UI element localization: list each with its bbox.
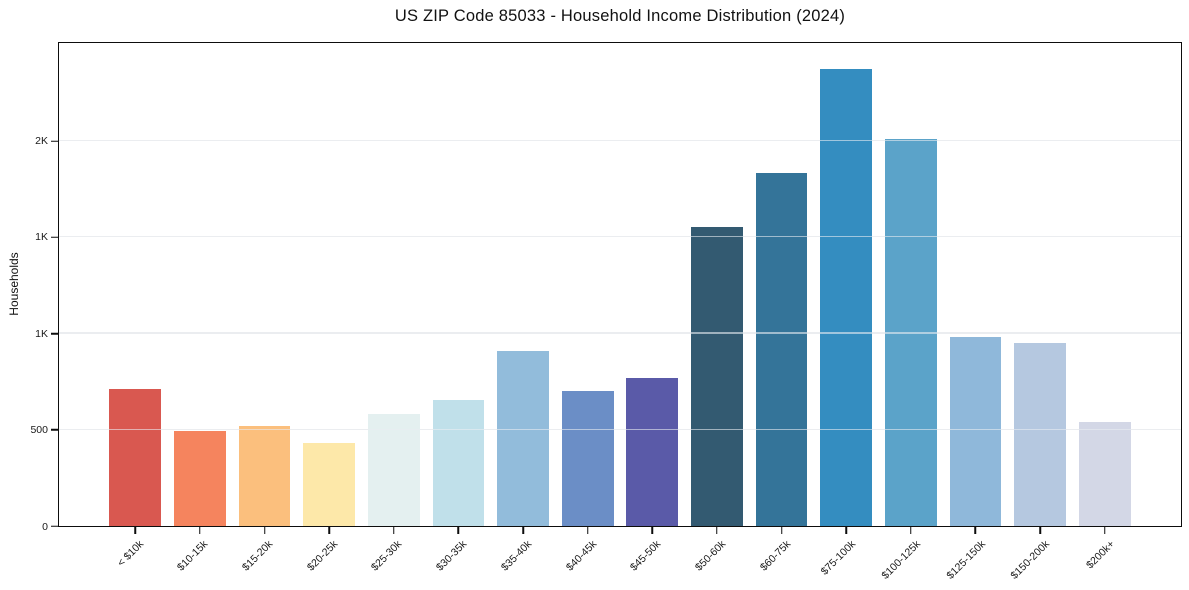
y-tick-label: 1K	[35, 327, 48, 340]
y-tick-mark	[50, 236, 58, 239]
x-tick-label: $25-30k	[369, 538, 405, 574]
x-tick-label: $15-20k	[239, 538, 276, 574]
x-label-slot: $125-150k	[944, 529, 1009, 589]
bar	[626, 377, 679, 526]
bar	[691, 226, 743, 526]
bar-slot	[814, 43, 879, 534]
x-tick-mark	[780, 527, 783, 534]
x-label-slot: < $10k	[102, 529, 167, 589]
bars-container	[59, 43, 1181, 534]
bar-slot	[685, 43, 750, 534]
x-label-slot: $100-125k	[879, 529, 944, 589]
bar	[303, 443, 356, 526]
x-tick-mark	[716, 527, 718, 534]
bar	[949, 337, 1002, 526]
bar	[820, 68, 873, 526]
x-tick-mark	[1039, 527, 1041, 534]
x-tick-mark	[263, 527, 266, 534]
x-tick-mark	[199, 527, 201, 534]
bar	[109, 389, 162, 526]
chart-title: US ZIP Code 85033 - Household Income Dis…	[394, 7, 846, 25]
x-tick-label: $50-60k	[693, 538, 729, 574]
x-label-slot: $25-30k	[361, 529, 426, 589]
x-tick-mark	[393, 527, 395, 534]
y-tick-label: 1K	[35, 231, 48, 244]
x-tick-label: $40-45k	[563, 538, 599, 574]
y-tick-mark	[50, 429, 58, 431]
x-tick-label: $10-15k	[175, 538, 211, 574]
x-tick-labels: < $10k $10-15k $15-20k $20-25k $25-30k $30-35…	[58, 529, 1182, 589]
bar	[238, 425, 291, 526]
y-tick-label: 0	[42, 521, 48, 533]
bar-slot	[232, 43, 297, 534]
x-tick-label: $150-200k	[1008, 538, 1053, 582]
x-tick-mark	[522, 527, 524, 534]
bar	[174, 430, 226, 526]
bar-slot	[168, 43, 233, 534]
bar	[884, 139, 937, 526]
x-label-slot: $20-25k	[296, 529, 361, 589]
bar-slot	[1072, 43, 1137, 534]
bar-slot	[879, 43, 944, 534]
x-tick-label: $75-100k	[818, 538, 858, 578]
bar-slot	[491, 43, 556, 534]
bar	[561, 391, 614, 526]
x-tick-label: $100-125k	[879, 538, 923, 582]
x-label-slot: $150-200k	[1009, 529, 1074, 589]
plot-area	[50, 42, 1182, 534]
x-tick-mark	[910, 527, 912, 534]
x-label-slot: $15-20k	[232, 529, 297, 589]
bar-slot	[426, 43, 491, 534]
x-tick-mark	[134, 527, 137, 534]
y-tick-label: 2K	[35, 134, 48, 147]
bar	[497, 350, 549, 526]
bar	[1078, 422, 1131, 526]
bar-slot	[297, 43, 362, 534]
bar-slot	[620, 43, 685, 534]
x-tick-label: $35-40k	[498, 538, 535, 574]
bar	[755, 172, 808, 526]
bar	[432, 399, 485, 526]
x-label-slot: $200k+	[1073, 529, 1138, 589]
bar-slot	[749, 43, 814, 534]
x-tick-label: $60-75k	[757, 538, 794, 574]
x-label-slot: $45-50k	[620, 529, 685, 589]
x-label-slot: $10-15k	[167, 529, 232, 589]
x-tick-label: $200k+	[1083, 538, 1117, 572]
x-label-slot: $30-35k	[426, 529, 491, 589]
y-tick-mark	[50, 140, 58, 142]
x-tick-label: $30-35k	[434, 538, 470, 574]
x-tick-mark	[586, 527, 589, 534]
bar-slot	[362, 43, 427, 534]
x-label-slot: $50-60k	[685, 529, 750, 589]
bar-slot	[1008, 43, 1073, 534]
y-tick-label: 500	[30, 424, 48, 437]
x-tick-label: $20-25k	[304, 538, 340, 574]
x-tick-label: < $10k	[114, 538, 146, 570]
x-tick-mark	[974, 527, 977, 534]
bar	[367, 414, 420, 526]
y-tick-mark	[50, 525, 58, 527]
y-tick-labels: 0 500 1K 1K 2K	[0, 42, 48, 533]
bar-slot	[555, 43, 620, 534]
y-tick-mark	[50, 332, 58, 335]
x-tick-mark	[457, 527, 460, 534]
bar	[1014, 343, 1066, 526]
x-tick-mark	[328, 527, 330, 534]
x-tick-label: $45-50k	[628, 538, 664, 574]
x-tick-label: $125-150k	[943, 538, 988, 582]
x-tick-mark	[845, 527, 847, 534]
x-label-slot: $75-100k	[814, 529, 879, 589]
x-label-slot: $60-75k	[750, 529, 815, 589]
x-tick-mark	[1103, 527, 1106, 534]
bar-slot	[103, 43, 168, 534]
bar-slot	[943, 43, 1008, 534]
x-tick-mark	[651, 527, 654, 534]
x-label-slot: $35-40k	[491, 529, 556, 589]
x-label-slot: $40-45k	[555, 529, 620, 589]
